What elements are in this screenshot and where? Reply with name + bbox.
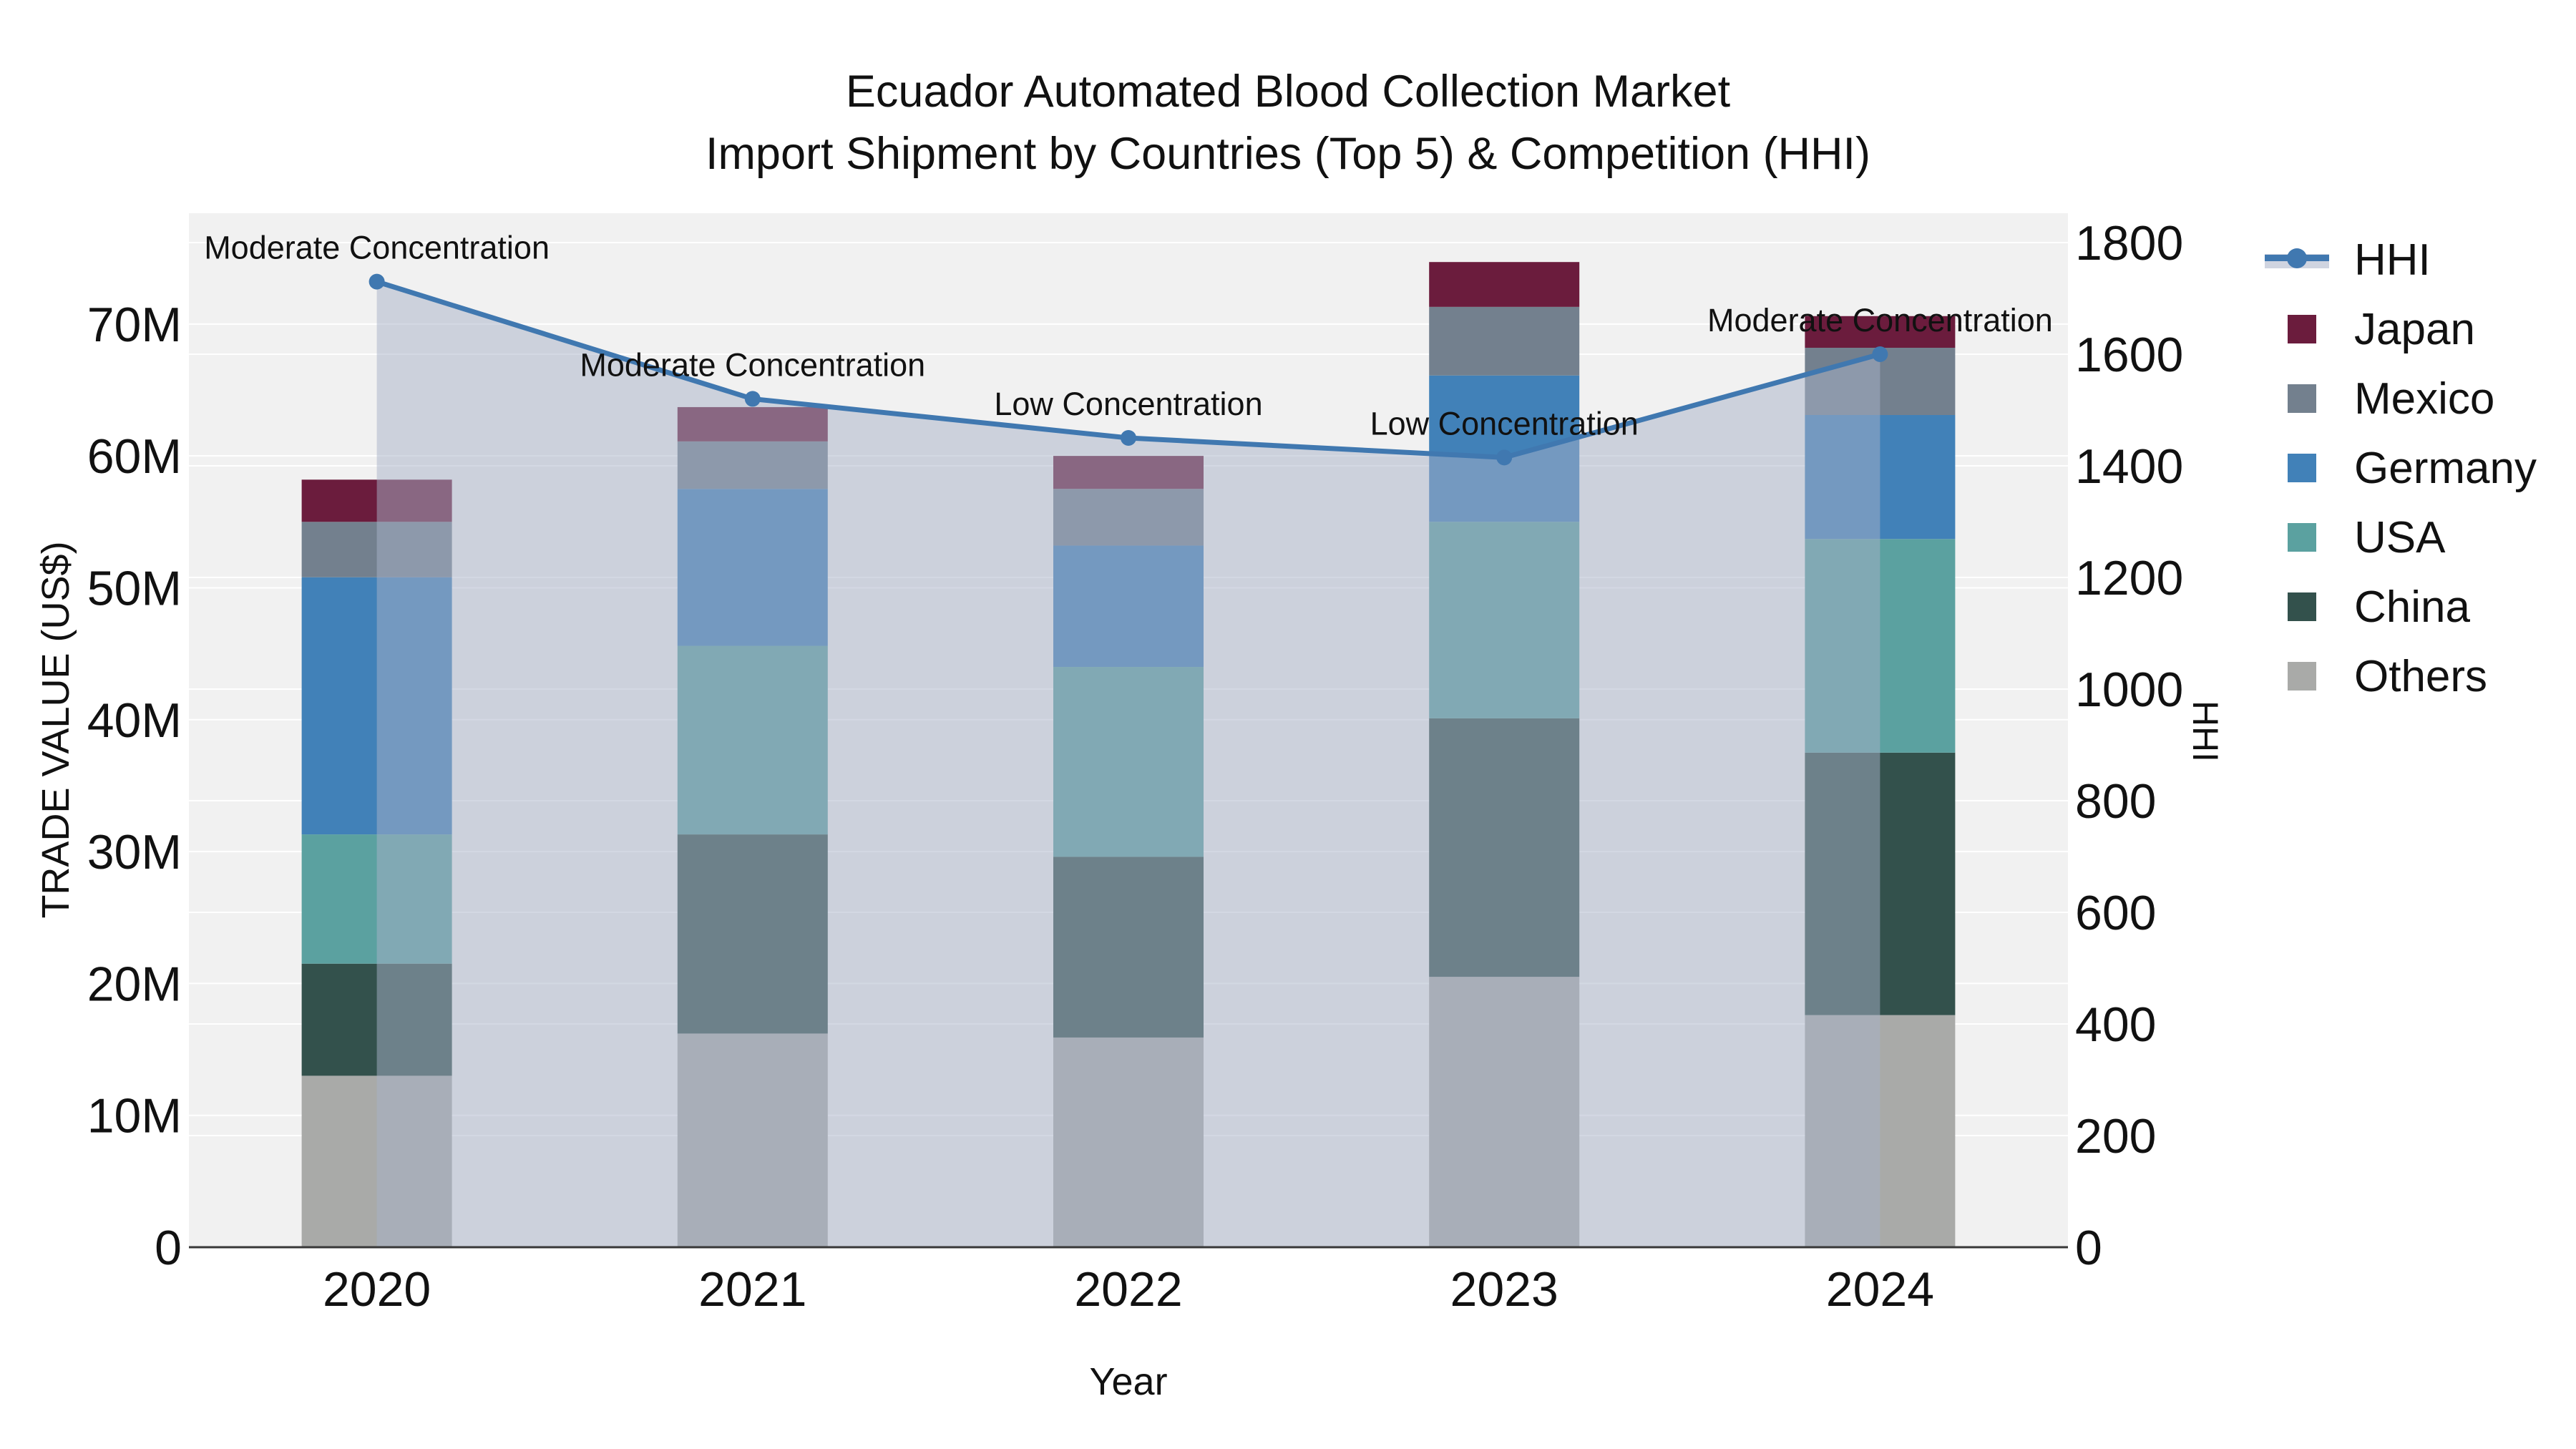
bar-segment-japan-2023[interactable] bbox=[1429, 262, 1580, 307]
legend-swatch-others bbox=[2288, 662, 2316, 691]
y-right-tick-label: 1800 bbox=[2075, 216, 2183, 270]
hhi-area bbox=[376, 281, 1880, 1247]
legend-label: Japan bbox=[2354, 305, 2475, 354]
legend-item-others[interactable]: Others bbox=[2261, 642, 2537, 711]
bar-segment-mexico-2023[interactable] bbox=[1429, 306, 1580, 376]
chart-title: Ecuador Automated Blood Collection Marke… bbox=[845, 67, 1731, 117]
hhi-line-icon bbox=[2261, 225, 2354, 295]
legend-swatch-germany bbox=[2288, 454, 2316, 482]
color-swatch-icon bbox=[2261, 642, 2354, 711]
annotation-2020: Moderate Concentration bbox=[204, 230, 550, 266]
annotation-2023: Low Concentration bbox=[1370, 405, 1639, 441]
hhi-marker-2023[interactable] bbox=[1496, 449, 1513, 466]
color-swatch-icon bbox=[2261, 572, 2354, 642]
legend-item-japan[interactable]: Japan bbox=[2261, 295, 2537, 364]
y-left-tick-label: 40M bbox=[87, 693, 182, 748]
chart-subtitle: Import Shipment by Countries (Top 5) & C… bbox=[705, 129, 1871, 179]
hhi-marker-sample bbox=[2287, 248, 2307, 268]
y-right-tick-label: 200 bbox=[2075, 1109, 2156, 1163]
x-tick-label: 2023 bbox=[1450, 1262, 1558, 1317]
bar-segment-japan-2024[interactable] bbox=[1805, 316, 1956, 348]
color-swatch-icon bbox=[2261, 434, 2354, 503]
legend-label: China bbox=[2354, 582, 2470, 632]
legend-swatch-china bbox=[2288, 592, 2316, 621]
legend-item-hhi[interactable]: HHI bbox=[2261, 225, 2537, 295]
y-left-tick-label: 10M bbox=[87, 1089, 182, 1143]
y-left-tick-label: 60M bbox=[87, 429, 182, 484]
hhi-marker-2024[interactable] bbox=[1872, 346, 1888, 363]
y-left-tick-label: 70M bbox=[87, 298, 182, 352]
legend-swatch-japan bbox=[2288, 315, 2316, 343]
legend-swatch-usa bbox=[2288, 523, 2316, 552]
y-right-tick-label: 1400 bbox=[2075, 439, 2183, 494]
y-left-tick-label: 0 bbox=[155, 1221, 182, 1275]
x-tick-label: 2020 bbox=[323, 1262, 431, 1317]
legend-label: USA bbox=[2354, 513, 2446, 562]
y-right-tick-label: 600 bbox=[2075, 886, 2156, 940]
y-left-tick-label: 30M bbox=[87, 825, 182, 879]
legend-item-germany[interactable]: Germany bbox=[2261, 434, 2537, 503]
y-left-tick-label: 20M bbox=[87, 957, 182, 1011]
x-tick-label: 2024 bbox=[1826, 1262, 1934, 1317]
y-left-tick-label: 50M bbox=[87, 561, 182, 615]
legend-label: Others bbox=[2354, 652, 2488, 701]
legend-label: Mexico bbox=[2354, 374, 2495, 424]
legend-label: HHI bbox=[2354, 235, 2431, 285]
y-right-tick-label: 1200 bbox=[2075, 551, 2183, 605]
y-right-tick-label: 1000 bbox=[2075, 663, 2183, 717]
legend: HHI Japan Mexico Germany USA China Others bbox=[2261, 225, 2537, 711]
legend-label: Germany bbox=[2354, 444, 2537, 493]
hhi-marker-2022[interactable] bbox=[1121, 430, 1136, 447]
x-tick-label: 2022 bbox=[1074, 1262, 1182, 1317]
y-right-tick-label: 0 bbox=[2075, 1221, 2102, 1275]
y-axis-title-left: TRADE VALUE (US$) bbox=[34, 541, 77, 919]
annotation-2024: Moderate Concentration bbox=[1707, 302, 2053, 338]
color-swatch-icon bbox=[2261, 295, 2354, 364]
x-tick-label: 2021 bbox=[698, 1262, 806, 1317]
hhi-marker-2021[interactable] bbox=[744, 391, 761, 407]
color-swatch-icon bbox=[2261, 503, 2354, 572]
y-right-tick-label: 800 bbox=[2075, 774, 2156, 829]
y-right-tick-label: 400 bbox=[2075, 997, 2156, 1052]
y-right-tick-label: 1600 bbox=[2075, 328, 2183, 382]
legend-swatch-mexico bbox=[2288, 384, 2316, 413]
annotation-2022: Low Concentration bbox=[994, 386, 1262, 422]
x-axis-title: Year bbox=[1089, 1360, 1168, 1403]
color-swatch-icon bbox=[2261, 364, 2354, 434]
legend-item-usa[interactable]: USA bbox=[2261, 503, 2537, 572]
legend-item-china[interactable]: China bbox=[2261, 572, 2537, 642]
y-axis-title-right: HHI bbox=[2185, 700, 2225, 763]
hhi-marker-2020[interactable] bbox=[369, 273, 385, 290]
annotation-2021: Moderate Concentration bbox=[580, 346, 925, 383]
legend-item-mexico[interactable]: Mexico bbox=[2261, 364, 2537, 434]
